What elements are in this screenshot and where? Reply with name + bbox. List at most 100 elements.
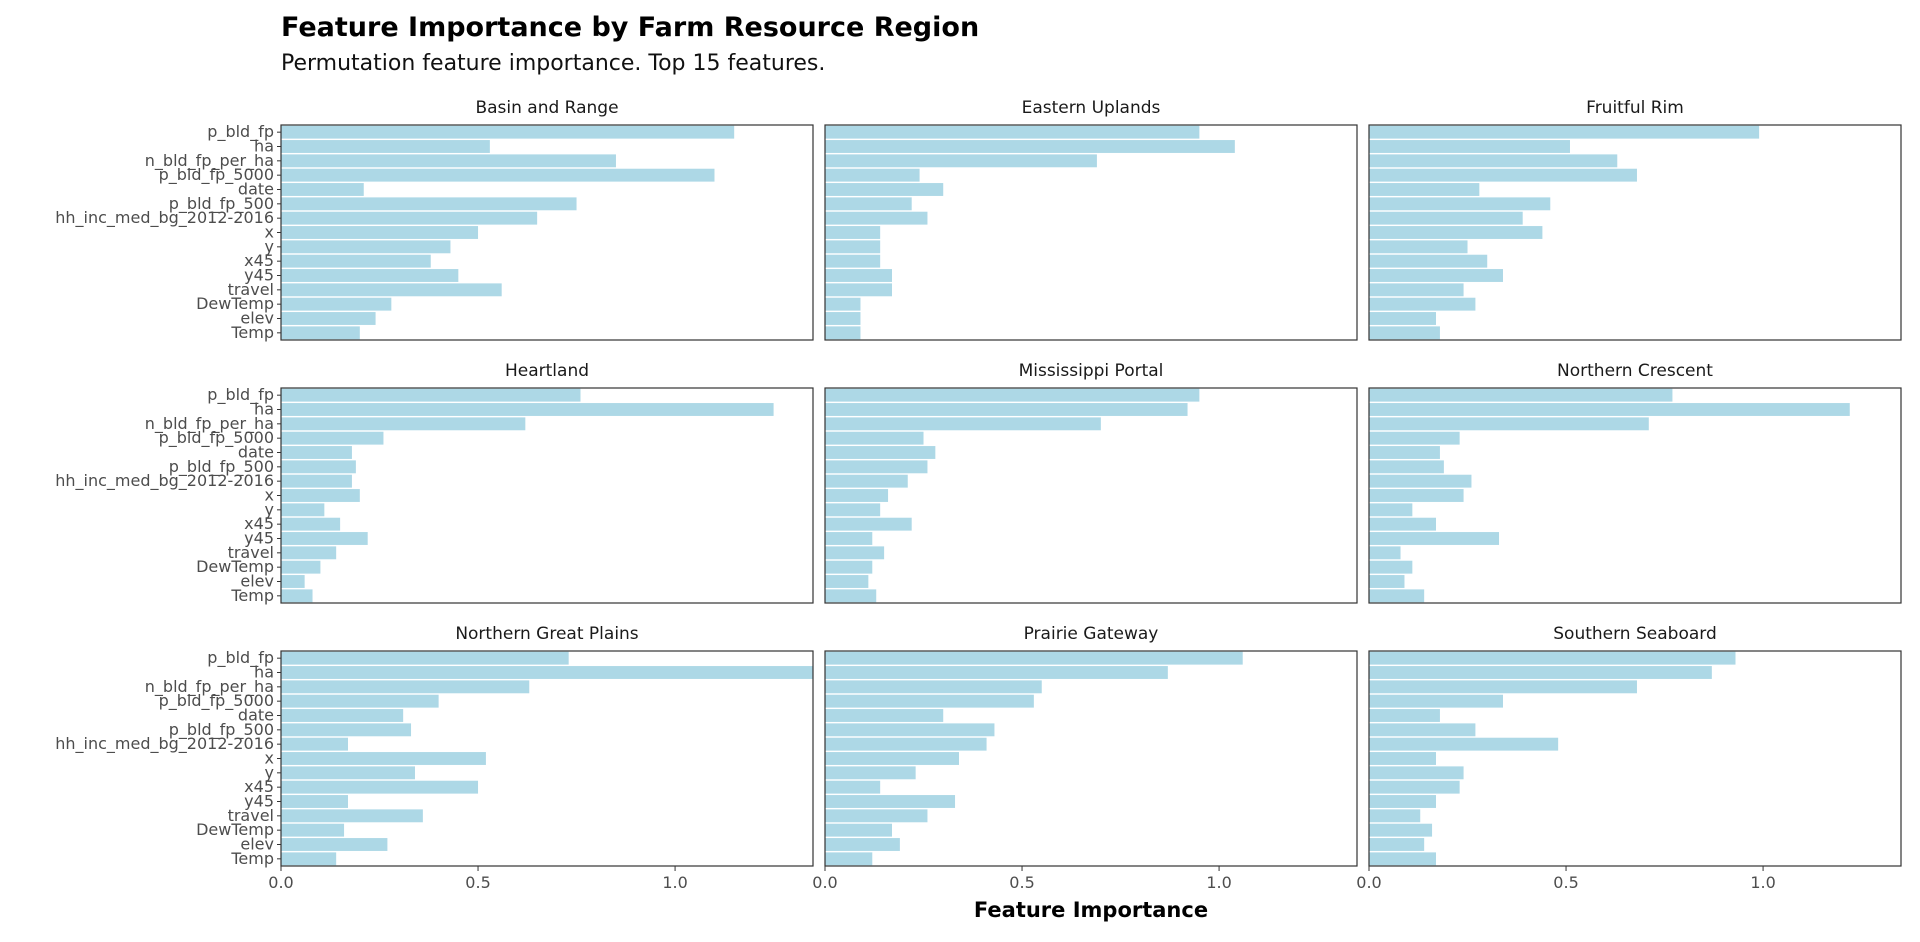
bar: [1369, 297, 1476, 311]
bar: [281, 125, 735, 139]
bar: [825, 532, 873, 545]
facet-panel: Northern Great Plains p_bld_fphan_bld_fp_…: [55, 624, 814, 892]
bar: [281, 417, 526, 431]
bar: [1369, 575, 1405, 588]
y-tick-label: y45: [244, 529, 274, 548]
facet-panel: Southern Seaboard 0.0 0.5 1.0: [1356, 624, 1902, 892]
y-tick-label: travel: [228, 543, 274, 562]
bar: [281, 403, 774, 416]
bar: [281, 269, 459, 282]
panel-frame: [824, 124, 1358, 341]
bar: [1369, 546, 1401, 560]
bar: [825, 240, 881, 254]
panel-frame: [1368, 650, 1902, 867]
bar: [1369, 517, 1436, 531]
bar: [825, 312, 861, 325]
bar: [1369, 795, 1436, 808]
bar: [281, 752, 486, 765]
bar: [281, 503, 325, 517]
bar: [281, 431, 384, 445]
bar: [825, 403, 1188, 416]
facet-strip-label: Heartland: [505, 361, 589, 381]
bar: [1369, 326, 1440, 340]
facet-strip-label: Fruitful Rim: [1586, 98, 1684, 118]
bar: [1369, 211, 1523, 225]
bar: [1369, 766, 1464, 780]
x-tick-label: 0.0: [268, 873, 293, 892]
bar: [281, 823, 345, 837]
facet-strip-label: Northern Crescent: [1557, 361, 1713, 381]
facet-panel: Fruitful Rim: [1368, 98, 1902, 341]
bar: [281, 297, 392, 311]
bar: [825, 575, 869, 588]
bar: [825, 460, 928, 474]
x-tick-label: 0.5: [465, 873, 490, 892]
bar: [281, 666, 813, 679]
bar: [825, 666, 1168, 679]
y-tick-label: p_bld_fp: [207, 385, 274, 405]
y-tick-label: date: [238, 706, 274, 725]
y-tick-label: elev: [240, 835, 274, 854]
bar: [281, 766, 415, 780]
facet-panel: Heartlandp_bld_fphan_bld_fp_per_hap_bld_…: [55, 361, 814, 605]
bar: [825, 852, 873, 866]
y-tick-label: p_bld_fp_5000: [159, 428, 274, 448]
y-tick-label: hh_inc_med_bg_2012-2016: [55, 208, 274, 228]
bar: [825, 197, 912, 211]
x-tick-label: 1.0: [1206, 873, 1231, 892]
x-tick-label: 0.5: [1553, 873, 1578, 892]
bar: [281, 140, 490, 153]
bar: [281, 183, 364, 196]
bar: [281, 446, 352, 459]
bar: [825, 417, 1101, 431]
bar: [1369, 666, 1712, 679]
bar: [281, 517, 341, 531]
y-tick-label: y45: [244, 266, 274, 285]
bar: [281, 460, 356, 474]
bar: [825, 694, 1034, 708]
bar: [825, 211, 928, 225]
bar: [281, 489, 360, 502]
bar: [1369, 140, 1570, 153]
y-tick-label: elev: [240, 572, 274, 591]
bar: [281, 795, 348, 808]
bar: [1369, 460, 1444, 474]
bar: [1369, 838, 1425, 851]
facet-panel: Prairie Gateway 0.0 0.5 1.0: [812, 624, 1358, 892]
bar: [825, 489, 889, 502]
bar: [825, 503, 881, 517]
y-tick-label: p_bld_fp_5000: [159, 691, 274, 711]
bar: [281, 709, 404, 722]
bar: [825, 254, 881, 268]
bar: [281, 852, 337, 866]
bar: [1369, 388, 1673, 402]
bar: [1369, 125, 1760, 139]
bar: [281, 589, 313, 603]
bar: [281, 474, 352, 488]
bar: [1369, 168, 1637, 182]
bar: [825, 226, 881, 239]
bar: [281, 240, 451, 254]
x-axis-title: Feature Importance: [974, 898, 1208, 922]
bar: [1369, 269, 1503, 282]
bar: [1369, 226, 1543, 239]
bar: [825, 838, 900, 851]
bar: [825, 140, 1235, 153]
bar: [281, 211, 538, 225]
bar: [825, 589, 877, 603]
bar: [1369, 417, 1649, 431]
facet-panel: Northern Crescent: [1368, 361, 1902, 604]
panel-frame: [1368, 387, 1902, 604]
bar: [1369, 489, 1464, 502]
facet-strip-label: Mississippi Portal: [1019, 361, 1164, 381]
bar: [281, 326, 360, 340]
y-tick-label: travel: [228, 280, 274, 299]
y-tick-label: DewTemp: [196, 557, 274, 576]
bar: [1369, 254, 1488, 268]
bar: [281, 312, 376, 325]
bar: [825, 723, 995, 737]
bar: [1369, 183, 1480, 196]
y-tick-label: date: [238, 443, 274, 462]
bar: [825, 560, 873, 574]
bar: [281, 838, 388, 851]
